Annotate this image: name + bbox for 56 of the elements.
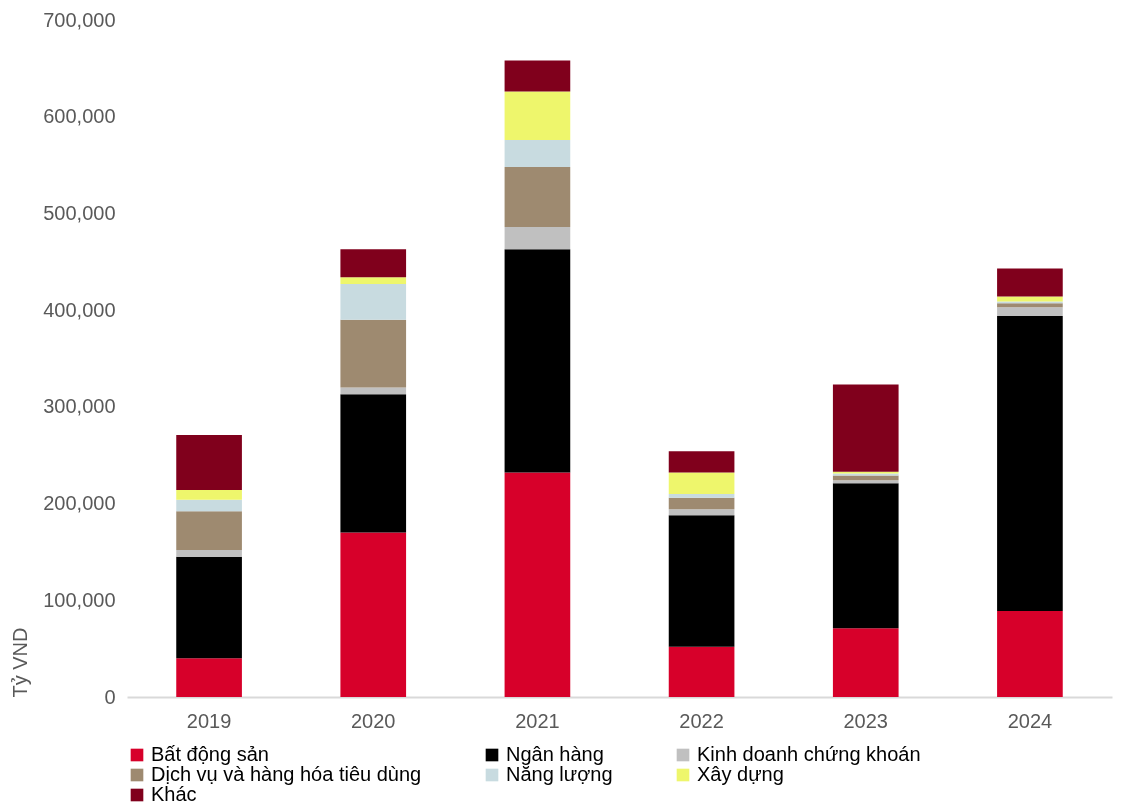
bar: [668, 515, 735, 647]
bar: [340, 532, 407, 697]
bar: [340, 284, 407, 320]
x-tick-label: 2019: [186, 709, 232, 732]
legend-label: Kinh doanh chứng khoán: [697, 743, 921, 765]
bar: [176, 549, 242, 557]
bar: [997, 268, 1063, 297]
legend-label: Bất động sản: [151, 743, 269, 765]
bar: [176, 556, 242, 659]
x-tick-label: 2023: [843, 709, 888, 732]
bar: [504, 226, 571, 250]
bar: [668, 451, 735, 473]
bar: [176, 511, 242, 550]
bar: [668, 509, 735, 516]
y-tick-label: 300,000: [43, 395, 116, 418]
bar: [176, 434, 242, 491]
bar: [176, 490, 242, 500]
bar: [504, 139, 571, 168]
bar: [668, 646, 735, 697]
y-tick-label: 0: [104, 685, 116, 708]
x-tick-label: 2024: [1007, 709, 1053, 732]
y-tick-label: 100,000: [43, 588, 116, 611]
y-tick-label: 200,000: [43, 492, 116, 515]
bar: [832, 384, 899, 472]
bar: [668, 472, 735, 494]
bar: [832, 483, 899, 629]
bar: [668, 493, 735, 498]
legend-label: Ngân hàng: [506, 743, 604, 765]
bar: [997, 303, 1063, 308]
x-tick-label: 2022: [679, 709, 724, 732]
bar: [340, 319, 407, 388]
bar: [832, 628, 899, 697]
bar: [997, 315, 1063, 611]
bar: [504, 167, 571, 227]
legend-label: Khác: [151, 783, 197, 805]
y-axis-title: Tỷ VND: [9, 627, 32, 698]
bar: [504, 249, 571, 473]
y-tick-label: 700,000: [43, 8, 116, 31]
bar: [176, 499, 242, 512]
bar: [997, 610, 1063, 697]
x-tick-label: 2020: [351, 709, 396, 732]
bar: [504, 60, 571, 92]
bar: [340, 249, 407, 278]
y-tick-label: 500,000: [43, 201, 116, 224]
y-tick-label: 400,000: [43, 298, 116, 321]
bar: [504, 91, 571, 140]
bar: [176, 658, 242, 697]
y-tick-label: 600,000: [43, 105, 116, 128]
bar: [668, 497, 735, 510]
bar: [504, 472, 571, 697]
bar: [997, 307, 1063, 316]
bar: [832, 480, 899, 484]
x-tick-label: 2021: [515, 709, 560, 732]
bar: [340, 394, 407, 533]
bar: [340, 277, 407, 285]
legend-label: Xây dựng: [697, 763, 784, 785]
